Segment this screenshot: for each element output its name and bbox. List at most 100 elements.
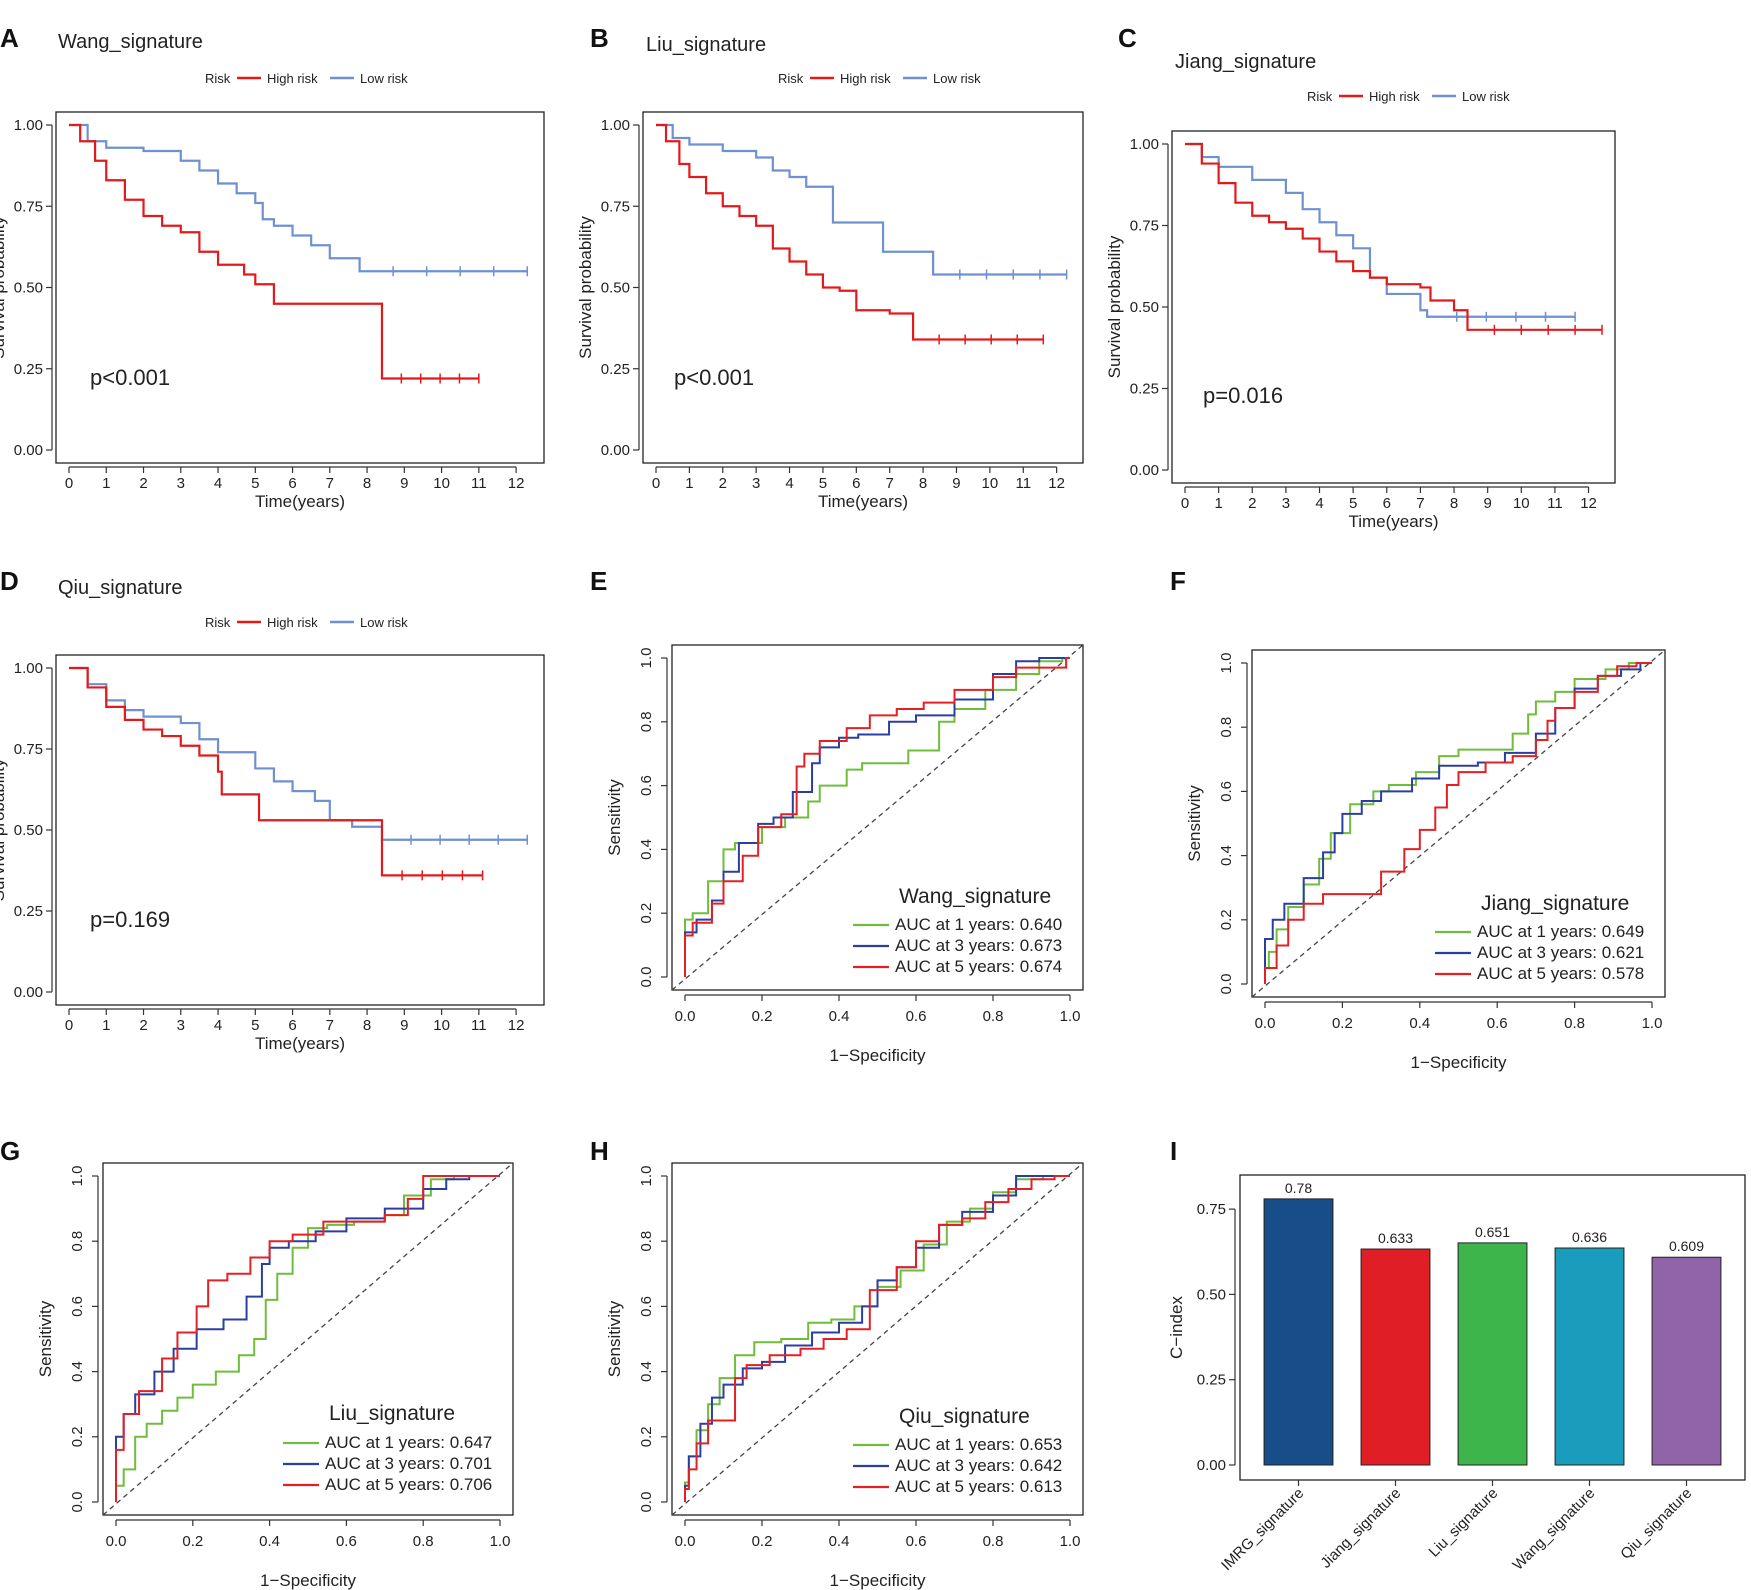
reference-diagonal xyxy=(671,1162,1084,1516)
panel-letter: C xyxy=(1118,23,1137,53)
x-tick-label: 0.2 xyxy=(752,1533,773,1550)
y-axis-label: Sensitivity xyxy=(605,1300,624,1377)
x-tick-label: Liu_signature xyxy=(1426,1485,1502,1561)
legend-entry-auc-1-year: AUC at 1 years: 0.640 xyxy=(895,915,1062,934)
x-tick-label: 12 xyxy=(508,475,525,492)
panel-letter: E xyxy=(590,566,607,596)
x-tick-label: 7 xyxy=(1416,495,1424,512)
y-tick-label: 1.00 xyxy=(14,117,43,134)
legend-entry-auc-3-year: AUC at 3 years: 0.673 xyxy=(895,936,1062,955)
y-axis-label: Sensitivity xyxy=(1185,785,1204,862)
x-tick-label: 10 xyxy=(433,475,450,492)
x-tick-label: 11 xyxy=(471,475,487,492)
legend-title: Risk xyxy=(205,71,231,86)
survival-curve-high-risk xyxy=(1185,142,1602,331)
x-tick-label: 9 xyxy=(952,475,960,492)
y-tick-label: 0.2 xyxy=(1218,909,1235,930)
legend: Risk High risk Low risk xyxy=(778,71,981,86)
x-tick-label: Qiu_signature xyxy=(1617,1485,1695,1563)
y-tick-label: 0.2 xyxy=(638,903,655,924)
y-axis-label: Survival probability xyxy=(0,216,8,359)
y-tick-label: 0.00 xyxy=(14,442,43,459)
x-axis-label: Time(years) xyxy=(1348,512,1438,531)
y-tick-label: 0.00 xyxy=(1130,462,1159,479)
legend-label-low-risk: Low risk xyxy=(360,615,408,630)
x-tick-label: 0.0 xyxy=(106,1533,127,1550)
km-panel-c: C Jiang_signature Risk High risk Low risk 0.0… xyxy=(1105,23,1616,531)
x-tick-label: 2 xyxy=(139,475,147,492)
y-tick-label: 0.50 xyxy=(14,280,43,297)
y-axis-label: Survival probability xyxy=(0,758,8,901)
bar-value-label: 0.636 xyxy=(1572,1229,1607,1245)
y-tick-label: 0.4 xyxy=(1218,845,1235,866)
x-tick-label: 5 xyxy=(251,475,259,492)
x-axis: IMRG_signature Jiang_signature Liu_signatu… xyxy=(1218,1480,1695,1574)
x-tick-label: 7 xyxy=(326,1017,334,1034)
bar-wang-signature xyxy=(1554,1247,1625,1466)
y-axis: 0.0 0.2 0.4 0.6 0.8 1.0 Sensitivity xyxy=(1185,653,1248,994)
bar-imrg-signature xyxy=(1263,1198,1334,1466)
legend-title: Wang_signature xyxy=(899,885,1051,908)
km-panel-a: A Wang_signature Risk High risk Low risk 0.00… xyxy=(0,23,545,511)
y-tick-label: 0.8 xyxy=(1218,717,1235,738)
legend-entry-auc-5-year: AUC at 5 years: 0.578 xyxy=(1477,964,1644,983)
x-tick-label: 1.0 xyxy=(1060,1008,1081,1025)
y-axis: 0.00 0.25 0.50 0.75 1.00 Survival probability xyxy=(576,117,640,459)
survival-curve-low-risk xyxy=(69,666,528,841)
y-tick-label: 0.6 xyxy=(69,1296,86,1317)
y-tick-label: 0.2 xyxy=(638,1426,655,1447)
x-axis-label: Time(years) xyxy=(255,492,345,511)
survival-curve-low-risk xyxy=(69,123,528,273)
chart-title: Wang_signature xyxy=(58,31,203,53)
y-tick-label: 0.25 xyxy=(1130,381,1159,398)
x-tick-label: 0.4 xyxy=(259,1533,280,1550)
legend-title: Liu_signature xyxy=(329,1402,455,1425)
x-tick-label: 3 xyxy=(177,1017,185,1034)
x-tick-label: 3 xyxy=(752,475,760,492)
x-tick-label: 0.6 xyxy=(1487,1015,1508,1032)
legend-entry-auc-3-year: AUC at 3 years: 0.701 xyxy=(325,1454,492,1473)
bar-jiang-signature xyxy=(1360,1248,1431,1466)
roc-curve-auc-3-year xyxy=(684,1175,1070,1502)
x-tick-label: 1.0 xyxy=(1060,1533,1081,1550)
x-tick-label: 7 xyxy=(886,475,894,492)
y-tick-label: 0.25 xyxy=(601,361,630,378)
legend-title: Risk xyxy=(1307,89,1333,104)
survival-curve-low-risk xyxy=(1185,142,1576,318)
bar-panel-i: I 0.00 0.25 0.50 0.75 C−index IMRG_signature Ji… xyxy=(1167,1136,1746,1574)
x-tick-label: 0 xyxy=(1181,495,1189,512)
y-tick-label: 0.75 xyxy=(601,198,630,215)
x-tick-label: 10 xyxy=(1513,495,1530,512)
x-tick-label: 8 xyxy=(1450,495,1458,512)
reference-diagonal xyxy=(102,1162,514,1516)
roc-curve-auc-3-year xyxy=(684,657,1070,977)
legend-label-low-risk: Low risk xyxy=(1462,89,1510,104)
y-tick-label: 0.6 xyxy=(638,1296,655,1317)
x-tick-label: IMRG_signature xyxy=(1218,1485,1307,1574)
roc-curve-auc-3-year xyxy=(1264,662,1652,984)
y-axis: 0.00 0.25 0.50 0.75 1.00 Survival probability xyxy=(1105,136,1169,479)
x-axis: 0.0 0.2 0.4 0.6 0.8 1.0 1−Specificity xyxy=(675,994,1081,1065)
legend-entry-auc-5-year: AUC at 5 years: 0.613 xyxy=(895,1477,1062,1496)
y-axis: 0.00 0.25 0.50 0.75 C−index xyxy=(1167,1201,1236,1474)
panel-letter: A xyxy=(0,23,19,53)
x-tick-label: 0.8 xyxy=(413,1533,434,1550)
y-tick-label: 0.4 xyxy=(638,839,655,860)
y-tick-label: 1.0 xyxy=(638,648,655,669)
x-tick-label: 1 xyxy=(1214,495,1222,512)
y-tick-label: 0.0 xyxy=(638,967,655,988)
x-tick-label: 4 xyxy=(214,475,222,492)
x-tick-label: 1 xyxy=(685,475,693,492)
y-tick-label: 0.50 xyxy=(1130,299,1159,316)
y-tick-label: 0.75 xyxy=(14,198,43,215)
x-tick-label: Wang_signature xyxy=(1509,1485,1598,1574)
x-tick-label: 0.6 xyxy=(336,1533,357,1550)
x-tick-label: 12 xyxy=(508,1017,525,1034)
x-tick-label: 9 xyxy=(400,475,408,492)
survival-curve-high-risk xyxy=(69,123,479,380)
